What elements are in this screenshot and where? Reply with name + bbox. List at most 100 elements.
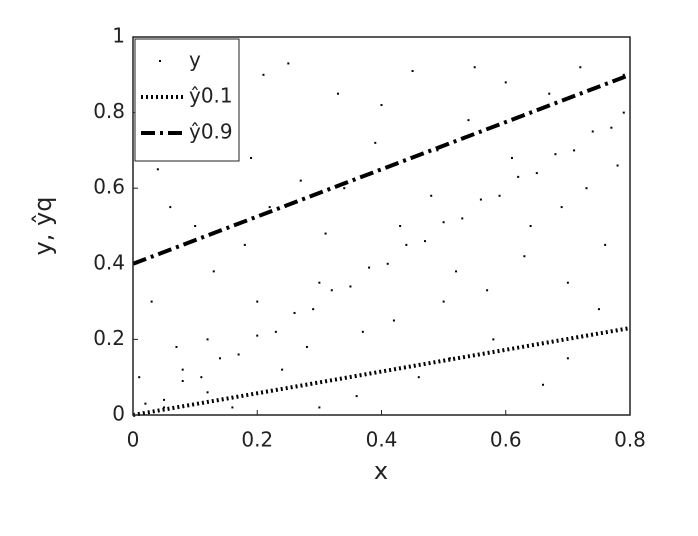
point [455,270,458,273]
point [542,383,545,386]
point [293,311,296,314]
point [318,281,321,284]
point [231,406,234,409]
plot-frame [132,36,631,416]
point [585,187,588,190]
point [337,92,340,95]
point [138,376,141,379]
point [517,175,520,178]
point [436,149,439,152]
point [573,149,576,152]
point [218,357,221,360]
quantile-line [132,72,631,266]
point [504,81,507,84]
point [181,379,184,382]
point [591,130,594,133]
point [616,164,619,167]
point [392,319,395,322]
point [604,243,607,246]
point [305,345,308,348]
legend-marker [159,60,161,62]
point [442,221,445,224]
point [622,73,625,76]
point [156,168,159,171]
point [343,187,346,190]
point [206,338,209,341]
point [386,262,389,265]
point [144,402,147,405]
point [597,308,600,311]
point [399,225,402,227]
point [417,376,420,379]
y-tick-label: 0.4 [93,250,125,274]
point [411,70,414,73]
point [492,338,495,341]
point [324,232,327,235]
point [274,330,277,333]
point [212,270,215,273]
legend-label: ŷ0.1 [189,84,233,108]
point [256,300,259,303]
point [610,126,613,129]
x-tick-label: 0.6 [490,428,522,452]
point [163,406,166,409]
point [175,345,178,348]
point [206,391,209,394]
x-tick-label: 0.2 [241,428,273,452]
point [268,206,271,209]
legend-label: y [189,48,201,72]
point [442,300,445,303]
point [479,198,482,201]
point [163,398,166,401]
point [566,357,569,360]
point [461,217,464,220]
point [330,289,333,292]
point [355,395,358,398]
point [349,285,352,288]
point [200,376,203,379]
point [181,368,184,371]
point [250,156,253,159]
point [560,206,563,209]
point [405,243,408,246]
point [430,194,433,197]
point [535,172,538,175]
point [361,330,364,333]
y-tick-label: 0.2 [93,326,125,350]
point [380,104,383,107]
point [548,92,551,95]
point [262,73,265,76]
point [566,281,569,284]
x-axis-label: x [374,457,388,485]
point [498,194,501,197]
y-tick-label: 1 [112,24,125,48]
y-tick-label: 0.8 [93,99,125,123]
point [510,156,513,159]
x-tick-label: 0.8 [614,428,646,452]
point [150,300,153,303]
point [299,179,302,182]
point [554,153,557,156]
point [368,266,371,269]
point [256,334,259,337]
point [194,225,197,227]
point [287,62,290,65]
point [281,368,284,371]
point [529,225,532,227]
x-tick-label: 0 [127,428,140,452]
y-tick-label: 0.6 [93,175,125,199]
y-axis-label: y, ŷq [29,197,57,256]
point [237,353,240,356]
point [523,255,526,258]
y-tick-label: 0 [112,402,125,426]
point [579,66,582,69]
point [243,243,246,246]
point [374,141,377,144]
point [423,240,426,243]
point [473,66,476,69]
quantile-line [132,326,631,417]
x-tick-label: 0.4 [366,428,398,452]
point [622,111,625,114]
legend-box [134,38,240,162]
